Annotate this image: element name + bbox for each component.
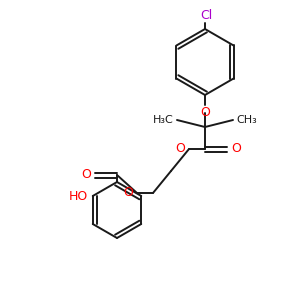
Text: O: O — [81, 169, 91, 182]
Text: HO: HO — [68, 190, 88, 202]
Text: O: O — [123, 187, 133, 200]
Text: O: O — [231, 142, 241, 155]
Text: Cl: Cl — [200, 9, 212, 22]
Text: O: O — [200, 106, 210, 119]
Text: H₃C: H₃C — [153, 115, 174, 125]
Text: CH₃: CH₃ — [236, 115, 257, 125]
Text: O: O — [175, 142, 185, 155]
